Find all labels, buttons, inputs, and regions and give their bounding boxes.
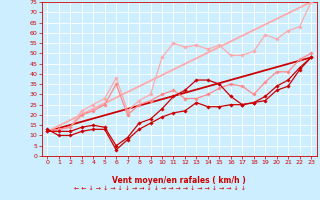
X-axis label: Vent moyen/en rafales ( km/h ): Vent moyen/en rafales ( km/h ) xyxy=(112,176,246,185)
Text: ← ← ↓ → ↓ → ↓ ↓ → → ↓ ↓ → → → → ↓ → → ↓ → → ↓ ↓: ← ← ↓ → ↓ → ↓ ↓ → → ↓ ↓ → → → → ↓ → → ↓ … xyxy=(74,186,246,190)
